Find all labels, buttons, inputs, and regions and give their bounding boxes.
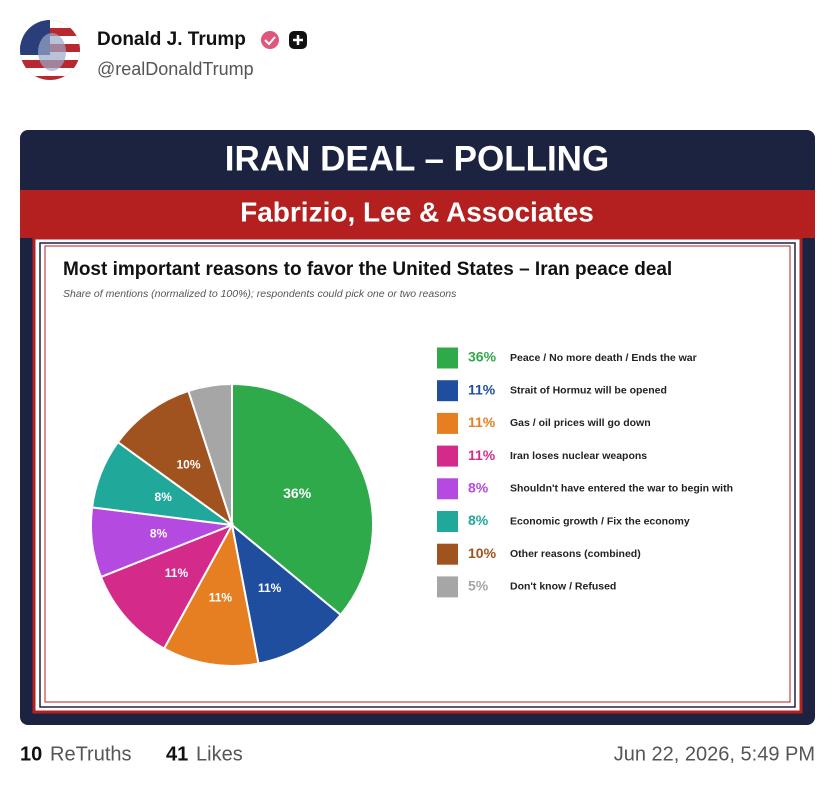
likes-count[interactable]: 41 [166, 743, 188, 765]
slice-label: 10% [176, 457, 200, 471]
legend-value: 11% [468, 414, 496, 430]
slice-label: 8% [150, 526, 168, 540]
legend-label: Economic growth / Fix the economy [510, 515, 690, 527]
plus [293, 35, 303, 45]
slice-label: 11% [165, 566, 189, 580]
pie-slice [187, 382, 233, 526]
legend-value: 11% [468, 381, 496, 397]
verified-badge [261, 31, 279, 49]
check [264, 36, 276, 46]
likes-label[interactable]: Likes [196, 743, 243, 765]
legend-label: Shouldn't have entered the war to begin … [510, 483, 733, 495]
chart-title: Most important reasons to favor the Unit… [63, 259, 672, 280]
post-date: Jun 22, 2026, 5:49 PM [614, 743, 815, 765]
legend-value: 10% [468, 545, 497, 561]
slice-label: 8% [155, 490, 173, 504]
legend-swatch [437, 380, 458, 402]
legend-value: 8% [468, 512, 489, 528]
legend-swatch [437, 543, 458, 565]
banner-subtitle: Fabrizio, Lee & Associates [240, 196, 594, 227]
legend-swatch [437, 347, 458, 369]
legend-swatch [437, 576, 458, 598]
pie-slice [162, 522, 260, 667]
legend-value: 8% [468, 480, 489, 496]
legend-label: Iran loses nuclear weapons [510, 450, 647, 462]
legend-swatch [437, 412, 458, 434]
slice-label: 11% [258, 581, 282, 595]
banner-band [20, 190, 815, 238]
legend-value: 5% [468, 578, 489, 594]
legend-label: Don't know / Refused [510, 581, 616, 593]
chart-subtitle: Share of mentions (normalized to 100%); … [63, 288, 457, 300]
chart: 36% 11% 11% 11% 8% 8% 10% 36% Peace / No more de… [90, 347, 733, 667]
pie-slice [116, 389, 234, 528]
pie-slice [99, 523, 235, 650]
legend-value: 11% [468, 447, 496, 463]
legend-label: Peace / No more death / Ends the war [510, 352, 697, 364]
legend-swatch [437, 445, 458, 467]
legend-label: Other reasons (combined) [510, 548, 641, 560]
legend-swatch [437, 478, 458, 500]
legend-swatch [437, 511, 458, 532]
pie-slice [231, 382, 374, 617]
slice-label: 36% [283, 485, 312, 501]
legend-label: Gas / oil prices will go down [510, 417, 651, 429]
retruths-label[interactable]: ReTruths [50, 743, 132, 765]
legend-label: Strait of Hormuz will be opened [510, 384, 667, 396]
author-name[interactable]: Donald J. Trump [97, 29, 246, 50]
legend-value: 36% [468, 349, 497, 365]
pie-slice [230, 522, 343, 665]
handle[interactable]: @realDonaldTrump [97, 59, 254, 79]
avatar[interactable] [20, 20, 80, 80]
slice-label: 11% [209, 590, 233, 604]
retruths-count[interactable]: 10 [20, 743, 42, 765]
banner-title: IRAN DEAL – POLLING [225, 139, 609, 178]
